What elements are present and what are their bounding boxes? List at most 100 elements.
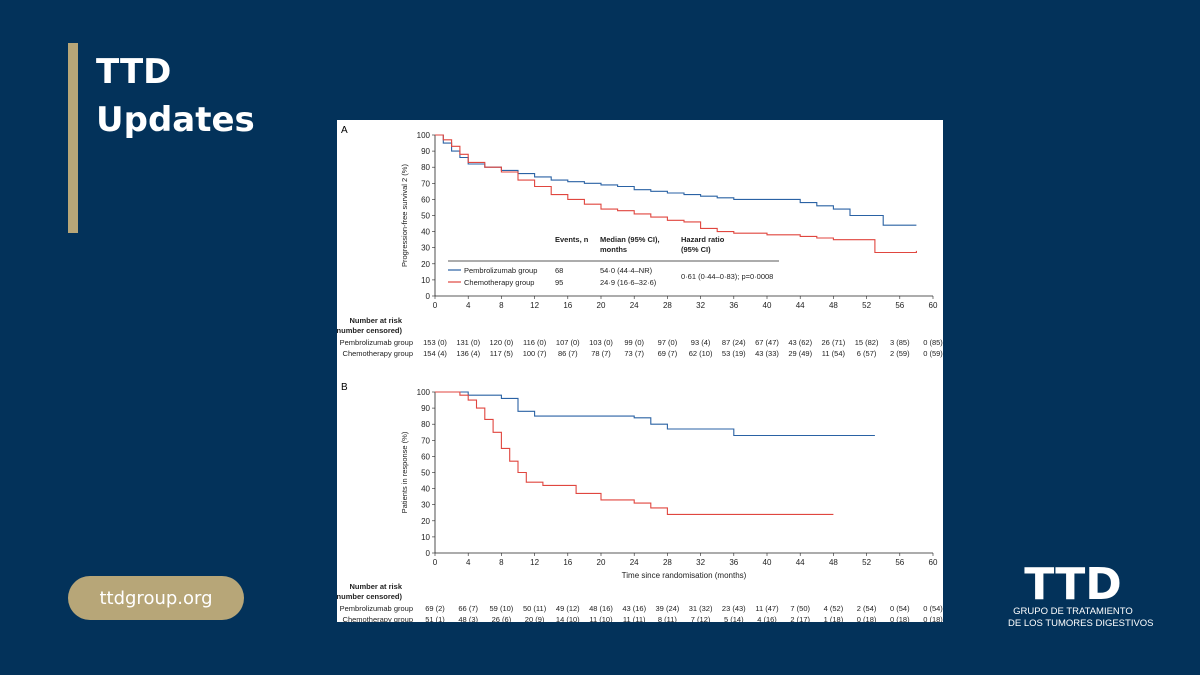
x-tick-label: 32 <box>696 558 705 567</box>
title-line-1: TTD <box>96 52 172 92</box>
risk-value: 0 (18) <box>857 615 877 622</box>
logo-text: TTD <box>1024 559 1122 606</box>
y-tick-label: 70 <box>421 436 430 445</box>
x-tick-label: 8 <box>499 301 504 310</box>
risk-value: 66 (7) <box>458 604 478 613</box>
risk-value: 86 (7) <box>558 349 578 358</box>
x-tick-label: 60 <box>929 301 938 310</box>
risk-value: 1 (18) <box>824 615 844 622</box>
risk-value: 23 (43) <box>722 604 746 613</box>
x-tick-label: 32 <box>696 301 705 310</box>
x-tick-label: 44 <box>796 558 805 567</box>
risk-value: 136 (4) <box>456 349 480 358</box>
risk-value: 53 (19) <box>722 349 746 358</box>
website-link[interactable]: ttdgroup.org <box>68 576 244 620</box>
x-tick-label: 4 <box>466 301 471 310</box>
risk-value: 0 (54) <box>923 604 943 613</box>
org-name-line-1: GRUPO DE TRATAMIENTO <box>1013 606 1133 617</box>
legend-label: Chemotherapy group <box>464 278 534 287</box>
risk-row-label: Chemotherapy group <box>343 349 413 358</box>
x-tick-label: 28 <box>663 301 672 310</box>
risk-value: 73 (7) <box>624 349 644 358</box>
title-line-2: Updates <box>96 100 255 140</box>
y-tick-label: 100 <box>417 388 431 397</box>
risk-value: 43 (16) <box>622 604 646 613</box>
y-tick-label: 0 <box>426 549 431 558</box>
risk-value: 4 (16) <box>757 615 777 622</box>
x-tick-label: 20 <box>597 558 606 567</box>
x-tick-label: 16 <box>563 558 572 567</box>
risk-value: 0 (18) <box>890 615 910 622</box>
y-tick-label: 30 <box>421 244 430 253</box>
table-hazard-ratio: 0·61 (0·44–0·83); p=0·0008 <box>681 272 773 281</box>
y-tick-label: 10 <box>421 276 430 285</box>
y-tick-label: 70 <box>421 179 430 188</box>
risk-value: 7 (50) <box>790 604 810 613</box>
legend-label: Pembrolizumab group <box>464 266 537 275</box>
risk-value: 59 (10) <box>490 604 514 613</box>
table-header-hr-ci: (95% CI) <box>681 245 711 254</box>
risk-value: 6 (57) <box>857 349 877 358</box>
risk-value: 2 (54) <box>857 604 877 613</box>
risk-value: 93 (4) <box>691 338 711 347</box>
x-tick-label: 0 <box>433 558 438 567</box>
x-tick-label: 48 <box>829 301 838 310</box>
x-tick-label: 24 <box>630 558 639 567</box>
risk-value: 2 (59) <box>890 349 910 358</box>
risk-value: 5 (14) <box>724 615 744 622</box>
risk-value: 26 (71) <box>822 338 846 347</box>
y-tick-label: 60 <box>421 195 430 204</box>
risk-value: 103 (0) <box>589 338 613 347</box>
risk-value: 50 (11) <box>523 604 547 613</box>
risk-value: 3 (85) <box>890 338 910 347</box>
x-tick-label: 52 <box>862 558 871 567</box>
risk-value: 153 (0) <box>423 338 447 347</box>
risk-value: 0 (54) <box>890 604 910 613</box>
table-header-events: Events, n <box>555 235 589 244</box>
risk-value: 15 (82) <box>855 338 879 347</box>
y-tick-label: 90 <box>421 147 430 156</box>
risk-value: 0 (59) <box>923 349 943 358</box>
table-header-median-unit: months <box>600 245 627 254</box>
ttd-logo-mark: TTD <box>1024 559 1122 606</box>
risk-value: 100 (7) <box>523 349 547 358</box>
risk-table-subtitle: (number censored) <box>337 326 402 335</box>
y-tick-label: 60 <box>421 452 430 461</box>
x-tick-label: 44 <box>796 301 805 310</box>
table-events-value: 95 <box>555 278 563 287</box>
risk-value: 7 (12) <box>691 615 711 622</box>
x-tick-label: 52 <box>862 301 871 310</box>
y-tick-label: 10 <box>421 533 430 542</box>
y-tick-label: 80 <box>421 420 430 429</box>
table-median-value: 24·9 (16·6–32·6) <box>600 278 657 287</box>
panel-label: B <box>341 382 348 393</box>
risk-value: 11 (47) <box>755 604 779 613</box>
x-tick-label: 24 <box>630 301 639 310</box>
org-name-line-2: DE LOS TUMORES DIGESTIVOS <box>1008 618 1154 629</box>
x-tick-label: 56 <box>895 301 904 310</box>
x-tick-label: 36 <box>729 301 738 310</box>
y-tick-label: 20 <box>421 260 430 269</box>
x-tick-label: 8 <box>499 558 504 567</box>
y-tick-label: 20 <box>421 517 430 526</box>
y-tick-label: 90 <box>421 404 430 413</box>
risk-value: 11 (11) <box>623 615 646 622</box>
risk-row-label: Chemotherapy group <box>343 615 413 622</box>
risk-value: 51 (1) <box>425 615 445 622</box>
risk-value: 11 (10) <box>589 615 613 622</box>
x-tick-label: 36 <box>729 558 738 567</box>
panel-label: A <box>341 125 348 136</box>
y-tick-label: 50 <box>421 212 430 221</box>
risk-table-title: Number at risk <box>349 582 402 591</box>
risk-value: 99 (0) <box>624 338 644 347</box>
y-axis-label: Progression-free survival 2 (%) <box>400 164 409 267</box>
x-tick-label: 12 <box>530 558 539 567</box>
x-tick-label: 4 <box>466 558 471 567</box>
risk-row-label: Pembrolizumab group <box>340 604 413 613</box>
risk-value: 48 (3) <box>458 615 478 622</box>
risk-value: 43 (62) <box>788 338 812 347</box>
y-axis-label: Patients in response (%) <box>400 431 409 513</box>
risk-value: 117 (5) <box>490 349 514 358</box>
y-tick-label: 100 <box>417 131 431 140</box>
